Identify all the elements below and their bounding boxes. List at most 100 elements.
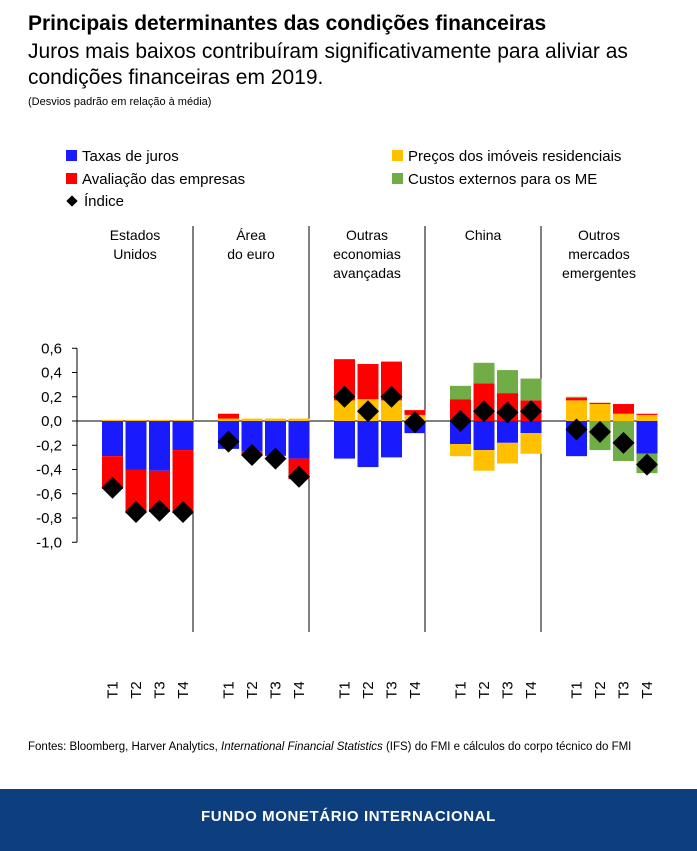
index-marker (357, 400, 379, 423)
index-marker (125, 500, 147, 523)
legend-swatch-corporate (66, 173, 77, 184)
bar-segment-corporate (102, 456, 123, 489)
bar-segment-housing (172, 419, 194, 421)
bar-chart: 0,6 0,4 0,2 0,0 -0,2 -0,4 -0,6 -0,8 -1,0 T1 T2 T3 T4… (36, 226, 658, 699)
x-tick-label: T1 (569, 681, 586, 699)
bar-segment-interest (149, 421, 170, 471)
source-prefix: Fontes: Bloomberg, Harver Analytics, (28, 741, 222, 753)
y-tick-label: -1,0 (36, 534, 62, 551)
x-tick-label: T3 (268, 681, 285, 699)
legend-item-interest: Taxas de juros (66, 148, 179, 165)
chart-subtitle: Juros mais baixos contribuíram significa… (28, 40, 628, 89)
bar-segment-housing (288, 418, 310, 421)
index-marker (473, 400, 495, 423)
bar-segment-interest (520, 421, 542, 434)
y-tick-label: 0,4 (41, 365, 62, 382)
legend-item-external: Custos externos para os ME (392, 171, 597, 188)
bar-segment-housing (566, 400, 587, 421)
y-tick-label: -0,8 (36, 510, 62, 527)
legend-item-index: Índice (66, 193, 124, 210)
legend-label: Índice (84, 193, 125, 210)
x-tick-label: T4 (523, 681, 540, 699)
bar-segment-corporate (613, 404, 634, 414)
panel-label: Outros mercados emergentes (562, 227, 636, 281)
source-note: Fontes: Bloomberg, Harver Analytics, Int… (28, 741, 631, 753)
bar-segment-housing (102, 419, 123, 421)
legend-swatch-housing (392, 150, 403, 161)
legend-item-housing: Preços dos imóveis residenciais (392, 148, 621, 165)
bar-segment-interest (102, 421, 123, 457)
x-tick-label: T2 (360, 681, 377, 699)
y-tick-label: -0,2 (36, 437, 62, 454)
bar-segment-housing (473, 450, 495, 471)
x-tick-label: T1 (105, 681, 122, 699)
x-tick-label: T3 (152, 681, 169, 699)
bar-segment-interest (125, 421, 147, 470)
bar-segment-corporate (566, 397, 587, 401)
index-marker (288, 465, 310, 488)
bar-segment-interest (636, 421, 658, 454)
bar-segment-external (520, 378, 542, 401)
x-tick-label: T1 (453, 681, 470, 699)
x-tick-label: T2 (592, 681, 609, 699)
bar-segment-interest (288, 421, 310, 459)
x-tick-label: T2 (244, 681, 261, 699)
legend-label: Avaliação das empresas (82, 171, 246, 188)
bar-segment-housing (125, 419, 147, 421)
bar-segment-housing (265, 418, 286, 421)
bar-segment-housing (149, 419, 170, 421)
bar-segment-interest (473, 421, 495, 451)
bar-segment-interest (334, 421, 355, 459)
legend-label: Preços dos imóveis residenciais (408, 148, 622, 165)
bar-segment-housing (636, 414, 658, 421)
bar-segment-corporate (149, 470, 170, 512)
bar-segment-corporate (589, 402, 611, 405)
bar-segment-interest (450, 421, 471, 445)
bar-segment-external (473, 362, 495, 384)
x-tick-label: T3 (616, 681, 633, 699)
x-tick-label: T3 (500, 681, 517, 699)
bar-segment-housing (520, 433, 542, 454)
legend-item-corporate: Avaliação das empresas (66, 171, 245, 188)
index-marker (496, 401, 519, 424)
index-marker (172, 500, 194, 523)
bar-segment-corporate (172, 450, 194, 514)
index-marker (589, 420, 611, 443)
panel-label: Outras economias avançadas (333, 227, 401, 281)
index-marker (612, 431, 635, 454)
bar-segment-housing (381, 400, 402, 421)
bar-segment-housing (589, 404, 611, 421)
bar-segment-interest (497, 421, 518, 443)
index-marker (636, 453, 658, 476)
index-marker (264, 447, 287, 470)
bar-segment-corporate (125, 469, 147, 514)
chart-title: Principais determinantes das condições f… (28, 12, 547, 35)
legend-swatch-interest (66, 150, 77, 161)
bar-segment-housing (241, 418, 263, 421)
bar-segment-interest (172, 421, 194, 451)
x-tick-label: T1 (221, 681, 238, 699)
bar-segment-interest (265, 421, 286, 455)
y-tick-label: -0,6 (36, 486, 62, 503)
bar-segment-housing (218, 418, 239, 421)
panel-label: China (464, 227, 502, 243)
bar-segment-external (450, 385, 471, 400)
bar-segment-housing (613, 413, 634, 421)
bar-segment-housing (334, 400, 355, 421)
bar-segment-interest (241, 421, 263, 452)
source-suffix: (IFS) do FMI e cálculos do corpo técnico… (382, 741, 632, 753)
y-tick-label: 0,2 (41, 389, 62, 406)
panel-label: Área do euro (227, 227, 275, 262)
bar-segment-interest (357, 421, 379, 468)
bar-segment-corporate (381, 361, 402, 401)
bar-segment-corporate (636, 413, 658, 415)
bar-segment-external (497, 370, 518, 394)
index-marker (101, 476, 124, 499)
x-tick-label: T2 (476, 681, 493, 699)
x-tick-label: T4 (639, 681, 656, 699)
index-marker (449, 410, 472, 432)
x-tick-label: T4 (175, 681, 192, 699)
legend-label: Taxas de juros (82, 148, 179, 165)
index-marker (404, 411, 426, 434)
x-tick-label: T3 (384, 681, 401, 699)
